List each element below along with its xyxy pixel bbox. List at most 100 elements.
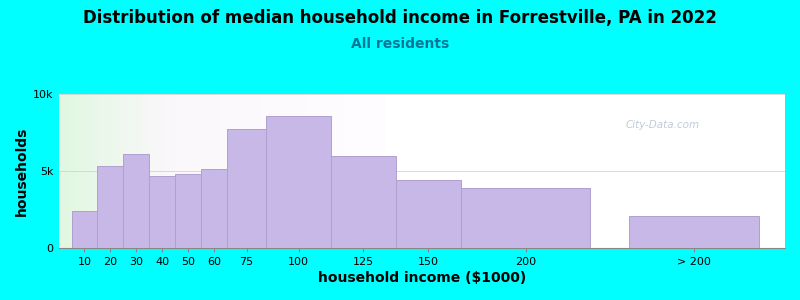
Bar: [291, 94, 294, 248]
Bar: [73, 94, 77, 248]
Bar: [334, 94, 338, 248]
Bar: [494, 94, 498, 248]
Bar: [560, 94, 563, 248]
Bar: [473, 94, 476, 248]
Bar: [306, 94, 309, 248]
Bar: [396, 180, 461, 248]
Bar: [146, 94, 150, 248]
Bar: [95, 94, 98, 248]
Bar: [436, 94, 440, 248]
Bar: [327, 94, 331, 248]
Bar: [589, 94, 593, 248]
Bar: [665, 94, 669, 248]
Bar: [759, 94, 763, 248]
Bar: [643, 94, 647, 248]
Bar: [454, 94, 458, 248]
Bar: [262, 94, 266, 248]
Bar: [763, 94, 767, 248]
Bar: [520, 94, 523, 248]
Bar: [530, 94, 534, 248]
Bar: [426, 94, 429, 248]
Bar: [382, 94, 386, 248]
Bar: [603, 94, 607, 248]
Bar: [386, 94, 389, 248]
Bar: [117, 94, 120, 248]
Bar: [662, 94, 665, 248]
Bar: [331, 94, 334, 248]
Bar: [462, 94, 466, 248]
Bar: [640, 94, 643, 248]
Bar: [167, 94, 171, 248]
Bar: [218, 94, 222, 248]
Bar: [516, 94, 520, 248]
Bar: [98, 94, 102, 248]
Bar: [124, 94, 127, 248]
Bar: [607, 94, 610, 248]
Bar: [407, 94, 411, 248]
Bar: [127, 94, 131, 248]
Bar: [226, 94, 230, 248]
Y-axis label: households: households: [15, 126, 29, 216]
Bar: [556, 94, 560, 248]
Bar: [190, 94, 193, 248]
Bar: [227, 129, 266, 248]
Bar: [618, 94, 622, 248]
Bar: [135, 94, 138, 248]
Bar: [356, 94, 360, 248]
Bar: [349, 94, 353, 248]
Bar: [266, 116, 331, 248]
Bar: [502, 94, 506, 248]
Bar: [523, 94, 527, 248]
Bar: [476, 94, 480, 248]
Bar: [487, 94, 490, 248]
Bar: [298, 94, 302, 248]
Bar: [66, 94, 70, 248]
Bar: [650, 94, 654, 248]
Bar: [153, 94, 157, 248]
Bar: [91, 94, 95, 248]
Bar: [193, 94, 197, 248]
Bar: [702, 94, 705, 248]
Bar: [244, 94, 247, 248]
Bar: [422, 94, 426, 248]
Text: All residents: All residents: [351, 38, 449, 52]
Bar: [98, 166, 123, 248]
Bar: [233, 94, 237, 248]
Bar: [690, 94, 694, 248]
Bar: [567, 94, 570, 248]
Bar: [120, 94, 124, 248]
Bar: [676, 94, 680, 248]
Bar: [469, 94, 473, 248]
Bar: [150, 176, 175, 248]
Bar: [254, 94, 258, 248]
Bar: [77, 94, 80, 248]
Bar: [378, 94, 382, 248]
Bar: [338, 94, 342, 248]
Bar: [71, 211, 98, 248]
Bar: [320, 94, 324, 248]
Bar: [778, 94, 782, 248]
Bar: [157, 94, 160, 248]
Bar: [211, 94, 214, 248]
Bar: [142, 94, 146, 248]
Bar: [186, 94, 190, 248]
Bar: [782, 94, 785, 248]
Bar: [578, 94, 582, 248]
Text: Distribution of median household income in Forrestville, PA in 2022: Distribution of median household income …: [83, 9, 717, 27]
Bar: [287, 94, 291, 248]
Bar: [513, 94, 516, 248]
Bar: [214, 94, 218, 248]
Bar: [770, 94, 774, 248]
Bar: [251, 94, 254, 248]
Bar: [70, 94, 73, 248]
Bar: [197, 94, 200, 248]
Bar: [374, 94, 378, 248]
Bar: [466, 94, 469, 248]
Bar: [694, 94, 698, 248]
Bar: [342, 94, 346, 248]
Bar: [411, 94, 414, 248]
Bar: [280, 94, 284, 248]
Bar: [490, 94, 494, 248]
Bar: [393, 94, 396, 248]
Bar: [542, 94, 546, 248]
